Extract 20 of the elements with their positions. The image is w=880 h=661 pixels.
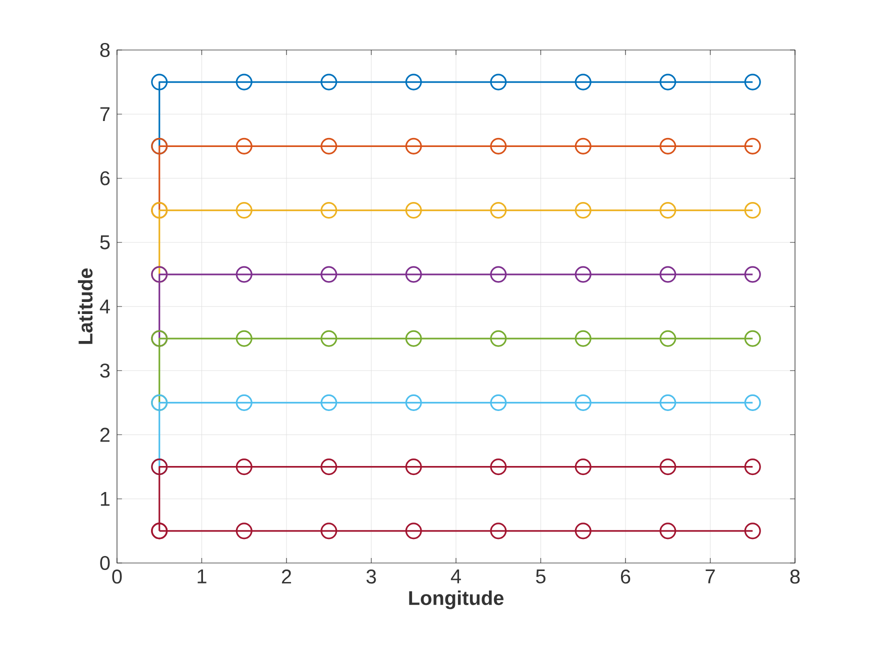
x-tick-label: 2: [282, 570, 292, 584]
x-tick-label: 3: [366, 570, 376, 584]
x-tick-label: 5: [536, 570, 546, 584]
y-axis-title: Latitude: [78, 268, 93, 344]
y-tick-label: 6: [100, 171, 110, 186]
x-tick-label: 4: [450, 570, 461, 584]
x-tick-label: 8: [790, 570, 800, 584]
y-tick-label: 5: [100, 235, 110, 250]
y-tick-label: 8: [100, 42, 110, 58]
y-tick-label: 1: [100, 492, 110, 506]
y-tick-label: 3: [100, 364, 110, 378]
x-axis-title: Longitude: [409, 590, 504, 610]
y-tick-label: 4: [100, 300, 110, 314]
x-tick-label: 7: [706, 570, 715, 584]
y-tick-label: 2: [100, 428, 110, 442]
x-tick-label: 0: [112, 570, 122, 584]
y-tick-label: 7: [100, 107, 110, 121]
y-tick-label: 0: [100, 556, 110, 570]
x-tick-label: 6: [620, 570, 630, 584]
x-tick-label: 1: [198, 570, 206, 584]
